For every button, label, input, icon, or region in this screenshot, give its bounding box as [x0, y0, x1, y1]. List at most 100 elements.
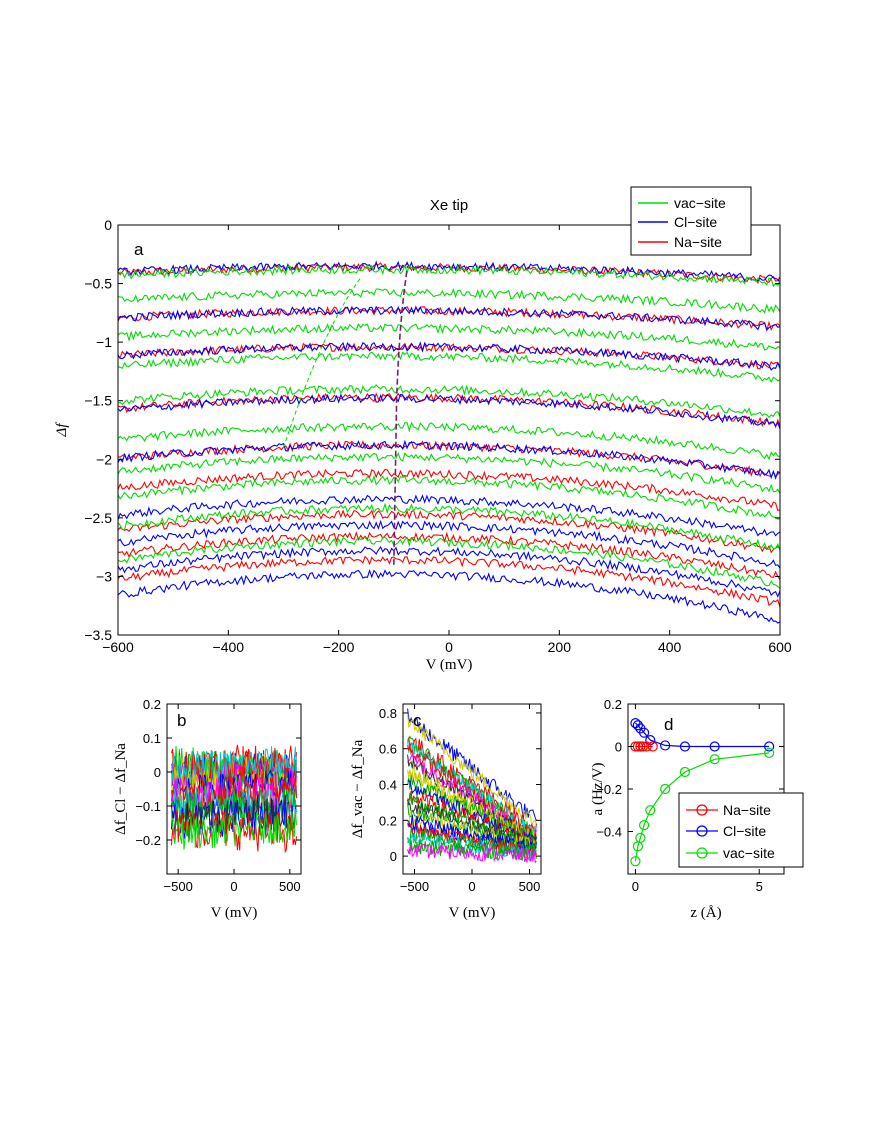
- panel-a-ytick-label: −0.5: [84, 276, 112, 292]
- panel-c-ytick-label: 0.2: [379, 813, 397, 828]
- panel-b-label: b: [177, 711, 186, 730]
- panel-a-ytick-label: −1.5: [84, 393, 112, 409]
- trace-vac: [117, 536, 781, 589]
- panel-c-xlabel: V (mV): [449, 905, 496, 921]
- panel-a-ytick-label: −3.5: [84, 627, 112, 643]
- trace-vac: [117, 451, 781, 494]
- apex-guide-cl-na: [393, 265, 409, 565]
- panel-c-ytick-label: 0.8: [379, 706, 397, 721]
- panel-a-xlabel: V (mV): [426, 657, 473, 673]
- panel-b-ytick-label: −0.2: [135, 833, 161, 848]
- panel-a-ticks: −600 −400 −200 0 200 400 600 0 −0.5 −1 −1.5 −2 −2.5 −…: [84, 217, 792, 655]
- panel-c-ytick-label: 0.4: [379, 778, 397, 793]
- trace-vac: [117, 421, 781, 461]
- panel-d-xlabel: z (Å): [690, 905, 721, 921]
- panel-c-ytick-label: 0: [390, 849, 397, 864]
- c-trace: [407, 736, 537, 839]
- panel-a-traces: [117, 260, 781, 624]
- legend-d-cl-label: Cl−site: [723, 823, 766, 839]
- trace-cl: [117, 305, 781, 331]
- legend-vac-label: vac−site: [674, 195, 726, 211]
- panel-d-ylabel: a (Hz/V): [590, 763, 606, 816]
- c-trace: [407, 822, 537, 859]
- d-point-vac: [709, 754, 720, 765]
- trace-cl: [117, 494, 781, 537]
- d-point-vac: [635, 832, 646, 843]
- panel-b-ytick-label: 0.2: [143, 697, 161, 712]
- panel-d-ytick-label: −0.2: [596, 782, 622, 797]
- d-point-na: [647, 741, 658, 752]
- trace-cl: [117, 545, 781, 598]
- panel-a-label: a: [134, 240, 144, 259]
- trace-na: [118, 531, 781, 581]
- panel-a-xtick-label: −400: [213, 639, 245, 655]
- panel-a-xtick-label: 600: [768, 639, 792, 655]
- panel-c-xtick-label: −500: [400, 879, 429, 894]
- trace-vac: [117, 322, 781, 351]
- trace-vac: [117, 474, 781, 520]
- panel-a: −600 −400 −200 0 200 400 600 0 −0.5 −1 −1.5 −2 −2.5 −…: [54, 186, 792, 673]
- panel-a-legend: vac−site Cl−site Na−site: [630, 186, 752, 256]
- legend-d-cl-marker: [696, 825, 708, 837]
- d-point-cl: [764, 741, 775, 752]
- panel-d-ytick-label: 0.2: [604, 697, 622, 712]
- panel-d-series: [630, 718, 775, 867]
- panel-a-ytick-label: −2: [96, 451, 112, 467]
- legend-d-vac-marker: [696, 847, 708, 859]
- panel-d-ytick-label: −0.4: [596, 825, 622, 840]
- panel-d-ticks: 0 5 0.2 0 −0.2 −0.4: [596, 697, 784, 894]
- panel-b-ytick-label: 0.1: [143, 731, 161, 746]
- panel-b-ylabel: Δf_Cl − Δf_Na: [113, 743, 129, 835]
- d-point-cl: [632, 720, 644, 731]
- panel-a-legend-box: [630, 186, 752, 256]
- panel-c-label: c: [413, 711, 422, 730]
- trace-vac: [117, 502, 781, 551]
- trace-na: [117, 509, 781, 554]
- legend-d-na-label: Na−site: [723, 802, 771, 818]
- panel-a-xtick-label: 400: [658, 639, 682, 655]
- trace-vac: [117, 287, 781, 314]
- d-point-vac: [630, 856, 641, 867]
- d-point-cl: [660, 740, 671, 751]
- d-point-cl: [638, 727, 650, 738]
- d-point-vac: [679, 766, 691, 778]
- legend-d-vac-label: vac−site: [723, 845, 775, 861]
- d-point-vac: [764, 747, 775, 758]
- panel-b-traces: [171, 744, 297, 854]
- panel-d-xtick-label: 0: [632, 879, 639, 894]
- trace-vac: [117, 263, 781, 288]
- c-trace: [407, 763, 537, 843]
- apex-guide-vac: [283, 277, 362, 448]
- c-trace: [407, 802, 537, 852]
- panel-d: 0 5 0.2 0 −0.2 −0.4 d z (Å) a (Hz/V) Na−site …: [590, 697, 804, 921]
- panel-b-ytick-label: −0.1: [135, 799, 161, 814]
- c-trace: [407, 839, 537, 861]
- panel-c-traces: [407, 708, 537, 864]
- trace-cl: [117, 439, 781, 480]
- trace-cl: [117, 393, 781, 430]
- b-trace: [171, 746, 297, 786]
- panel-b-xlabel: V (mV): [211, 905, 258, 921]
- panel-c-ytick-label: 0.6: [379, 742, 397, 757]
- panel-a-ylabel: Δf: [54, 422, 70, 438]
- d-point-na: [635, 741, 646, 752]
- panel-c-xtick-label: 500: [519, 879, 541, 894]
- b-trace: [171, 798, 297, 836]
- panel-c-ylabel: Δf_vac − Δf_Na: [350, 739, 366, 838]
- panel-d-legend: Na−site Cl−site vac−site: [678, 792, 804, 868]
- legend-na-label: Na−site: [674, 234, 722, 250]
- legend-d-na-marker: [696, 804, 708, 816]
- d-point-na: [637, 741, 648, 752]
- panel-b-ticks: −500 0 500 0.2 0.1 0 −0.1 −0.2: [135, 697, 301, 894]
- d-point-vac: [660, 783, 671, 795]
- d-line-vac: [634, 752, 770, 862]
- trace-vac: [117, 351, 781, 384]
- d-point-vac: [638, 820, 650, 831]
- legend-cl-label: Cl−site: [674, 214, 717, 230]
- c-trace: [407, 713, 537, 828]
- panel-a-xtick-label: −200: [323, 639, 355, 655]
- panel-a-ytick-label: −1: [96, 334, 112, 350]
- panel-a-title: Xe tip: [430, 197, 468, 214]
